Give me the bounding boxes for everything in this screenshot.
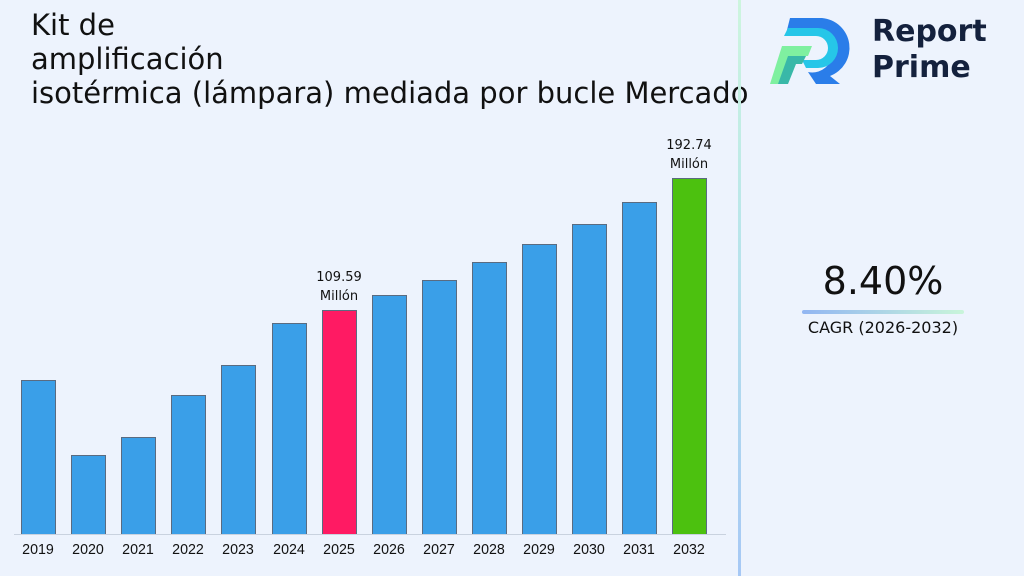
value-label-2025: 109.59 Millón (316, 270, 362, 304)
x-tick-label: 2026 (373, 541, 405, 558)
x-tick-label: 2031 (623, 541, 655, 558)
x-tick-label: 2027 (423, 541, 455, 558)
bar-2021 (121, 437, 156, 534)
x-tick-label: 2029 (523, 541, 555, 558)
x-tick-label: 2024 (273, 541, 305, 558)
bar-2026 (372, 295, 407, 534)
title-line-1: Kit de (31, 8, 115, 42)
cagr-panel: 8.40% CAGR (2026-2032) (800, 258, 966, 337)
x-tick-label: 2028 (473, 541, 505, 558)
title-line-2: amplificación (31, 42, 224, 76)
bar-2029 (522, 244, 557, 534)
x-tick-label: 2032 (673, 541, 705, 558)
x-tick-label: 2030 (573, 541, 605, 558)
x-tick-label: 2021 (122, 541, 154, 558)
x-tick-label: 2025 (323, 541, 355, 558)
x-tick-label: 2020 (72, 541, 104, 558)
cagr-label: CAGR (2026-2032) (807, 318, 959, 337)
bar-2030 (572, 224, 607, 534)
title-line-3: isotérmica (lámpara) mediada por bucle M… (31, 76, 749, 110)
report-prime-logo-icon (770, 18, 850, 84)
bar-2027 (422, 280, 457, 534)
bar-2031 (622, 202, 657, 534)
bar-2025 (322, 310, 357, 534)
x-tick-label: 2023 (222, 541, 254, 558)
bar-2023 (221, 365, 256, 534)
x-tick-label: 2022 (172, 541, 204, 558)
bar-2028 (472, 262, 507, 534)
bar-2022 (171, 395, 206, 534)
cagr-underline (802, 310, 964, 314)
panel-divider (738, 0, 741, 576)
bar-2032 (672, 178, 707, 534)
x-axis-line (14, 534, 726, 535)
bar-2019 (21, 380, 56, 534)
x-tick-label: 2019 (22, 541, 54, 558)
chart-title: Kit de amplificación isotérmica (lámpara… (31, 8, 871, 110)
bar-chart: 2019 2020 2021 2022 2023 2024 2025 109.59 Millón… (14, 138, 726, 558)
bar-2020 (71, 455, 106, 534)
brand-line-1: Report (872, 14, 987, 49)
brand-line-2: Prime (872, 50, 971, 85)
bar-2024 (272, 323, 307, 534)
report-prime-logo: Report Prime (768, 14, 1008, 88)
value-label-2032: 192.74 Millón (666, 138, 712, 172)
brand-name: Report Prime (872, 14, 987, 86)
cagr-value: 8.40% (822, 259, 944, 303)
